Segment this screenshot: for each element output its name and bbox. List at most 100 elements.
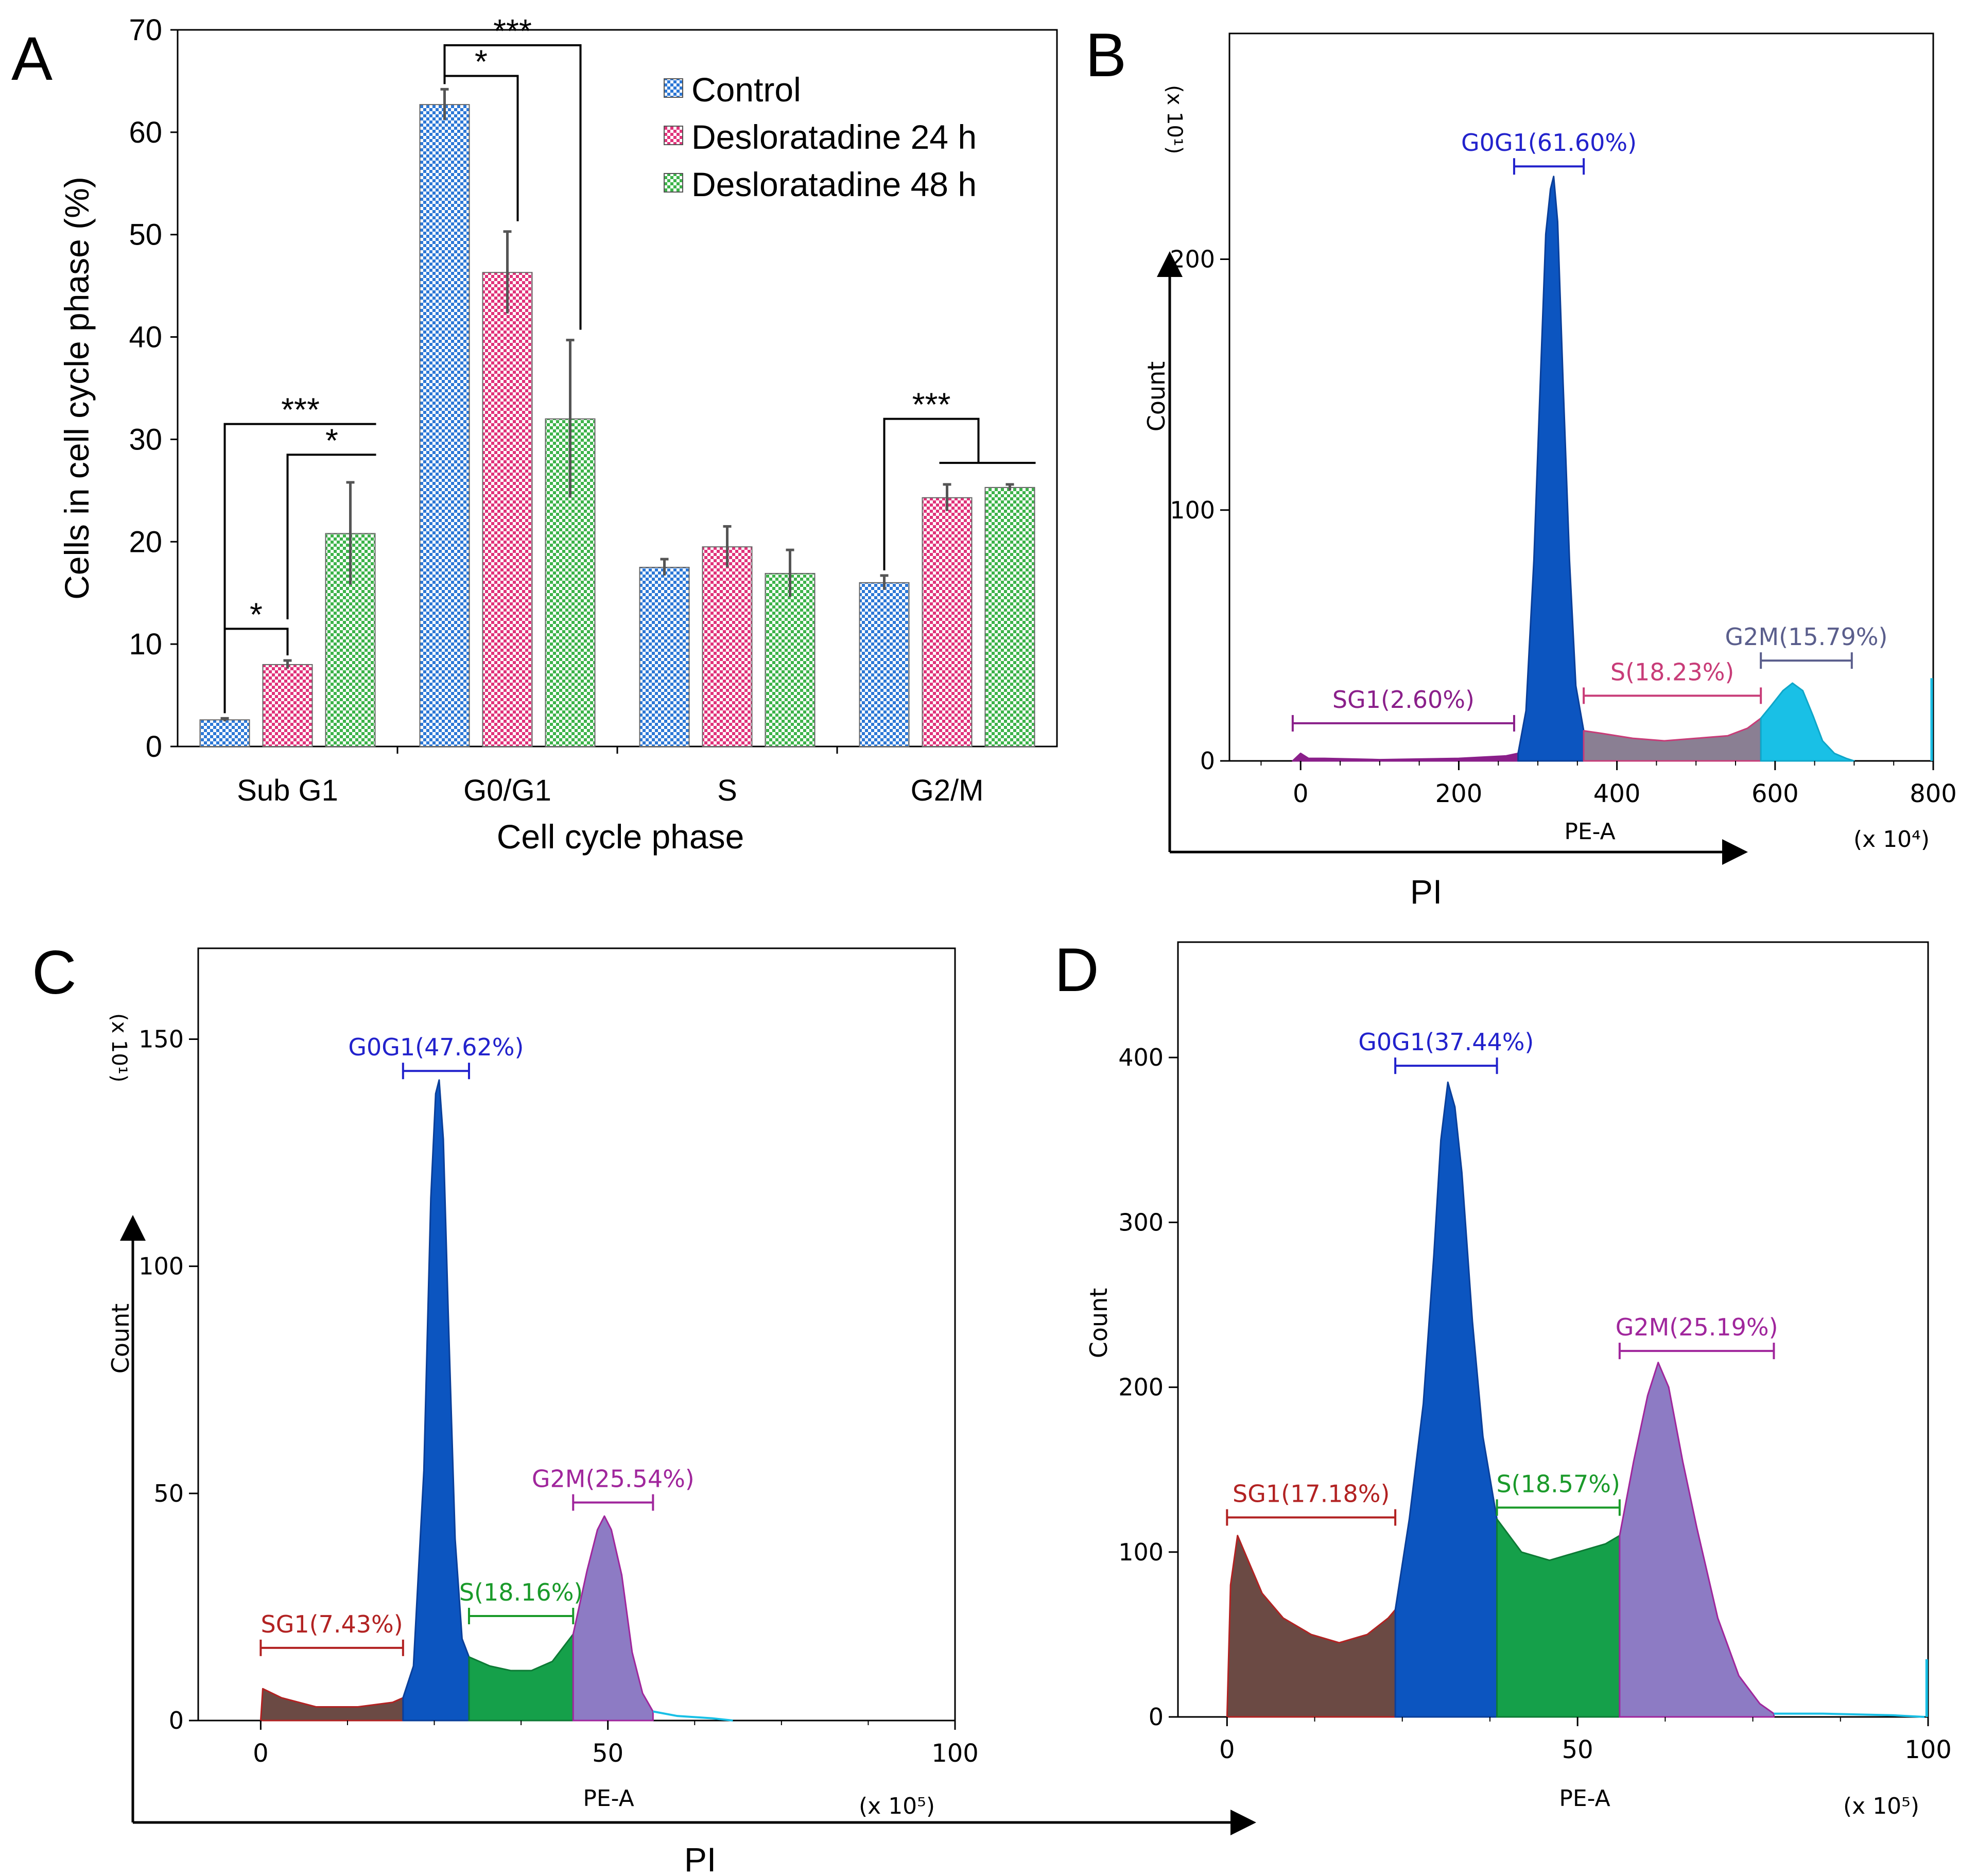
bottom-axis-pi-label: PI <box>684 1840 716 1876</box>
x-tick-label: 50 <box>1562 1735 1593 1764</box>
y-tick-label: 0 <box>1149 1703 1164 1731</box>
panel-b-plot: 0 200 400 600 800 0 100 200 SG1(2.60%) G0G1(61.60… <box>1170 32 1957 808</box>
significance-bracket <box>443 44 582 330</box>
gate-label: G0G1(61.60%) <box>1461 129 1637 157</box>
x-tick-label: 200 <box>1435 779 1483 808</box>
bar <box>984 487 1035 747</box>
panel-c-x-multiplier: (x 10⁵) <box>859 1793 935 1819</box>
panel-b-y-multiplier: (x 10¹) <box>1163 85 1186 154</box>
bar <box>639 567 690 747</box>
panel-b-y-axis-label: Count <box>1142 361 1170 432</box>
y-tick-label: 200 <box>1118 1374 1164 1401</box>
panel-b-histogram: B (x 10¹) 0 200 400 600 800 0 100 200 SG1(2.60%)… <box>1085 21 1957 911</box>
panel-a-y-ticks: 0 10 20 30 40 50 60 70 <box>129 13 178 763</box>
bar <box>482 272 533 747</box>
x-tick-label: 0 <box>1293 779 1309 808</box>
y-tick-label: 60 <box>129 116 162 149</box>
gate-label: G2M(25.54%) <box>532 1465 695 1492</box>
y-tick-label: 0 <box>169 1707 184 1734</box>
tail-trace <box>652 1710 733 1722</box>
panel-d-histogram: D 0 50 100 0 100 200 300 400 SG1(17.18%) G0G1(37.… <box>1054 935 1952 1819</box>
significance-bracket <box>223 628 289 714</box>
x-tick-label: 400 <box>1593 779 1641 808</box>
legend-label-desloratadine-24h: Desloratadine 24 h <box>691 118 977 156</box>
panel-c-plot: 0 50 100 0 50 100 150 SG1(7.43%) G0G1(47.62%) S(1… <box>138 947 979 1768</box>
plot-frame <box>197 947 956 1722</box>
g0g1-region <box>402 1079 470 1722</box>
bar <box>922 497 973 748</box>
gate-label: S(18.23%) <box>1610 658 1735 686</box>
y-tick-label: 0 <box>146 730 162 763</box>
y-tick-label: 50 <box>129 218 162 252</box>
panel-a-x-ticks: Sub G1 G0/G1 S G2/M <box>237 746 983 807</box>
significance-label: *** <box>912 386 951 423</box>
y-tick-label: 20 <box>129 525 162 559</box>
legend-label-desloratadine-48h: Desloratadine 48 h <box>691 165 977 203</box>
panel-d-label: D <box>1054 935 1099 1004</box>
g2m-region <box>1619 1362 1775 1718</box>
gate-label: S(18.57%) <box>1496 1470 1620 1498</box>
bar <box>765 572 816 747</box>
x-tick-label: Sub G1 <box>237 774 338 807</box>
significance-label: * <box>250 596 263 633</box>
significance-label: *** <box>281 391 320 428</box>
x-tick-label: S <box>717 774 737 807</box>
significance-bracket <box>286 454 376 619</box>
gate-label: G0G1(37.44%) <box>1358 1028 1534 1056</box>
y-tick-label: 100 <box>138 1253 184 1280</box>
legend-swatch-control <box>664 78 683 98</box>
gate-label: S(18.16%) <box>459 1578 583 1606</box>
y-tick-label: 200 <box>1170 246 1215 273</box>
bar <box>702 546 753 747</box>
panel-c-y-multiplier: (x 10¹) <box>107 1013 131 1083</box>
y-tick-label: 50 <box>153 1480 184 1507</box>
legend-label-control: Control <box>691 71 801 109</box>
y-tick-label: 100 <box>1170 496 1215 524</box>
y-tick-label: 0 <box>1200 747 1215 775</box>
panel-d-plot: 0 50 100 0 100 200 300 400 SG1(17.18%) G0G1(37.44… <box>1118 941 1952 1764</box>
x-tick-label: 100 <box>1904 1735 1952 1764</box>
legend-swatch-desloratadine-24h <box>664 126 683 145</box>
x-tick-label: 0 <box>1219 1735 1235 1764</box>
y-tick-label: 40 <box>129 321 162 354</box>
gate-label: G2M(15.79%) <box>1725 623 1888 651</box>
g0g1-region <box>1394 1081 1498 1718</box>
panel-c-histogram: C (x 10¹) 0 50 100 0 50 100 150 SG1(7.43%) G0G1(… <box>32 938 1256 1876</box>
significance-bracket <box>443 75 519 221</box>
panel-a-significance-brackets: ************ <box>223 12 1036 714</box>
gate-label: G0G1(47.62%) <box>348 1033 524 1061</box>
panel-d-x-multiplier: (x 10⁵) <box>1843 1793 1919 1819</box>
panel-c-label: C <box>32 938 77 1007</box>
legend-swatch-desloratadine-48h <box>664 173 683 193</box>
y-tick-label: 400 <box>1118 1044 1164 1071</box>
y-tick-label: 150 <box>138 1025 184 1053</box>
g2m-region <box>1760 682 1855 762</box>
significance-bracket <box>223 423 376 650</box>
significance-label: * <box>325 422 338 459</box>
bar <box>859 582 910 748</box>
bar <box>419 104 470 747</box>
significance-bracket <box>883 418 980 570</box>
x-tick-label: 50 <box>592 1739 623 1768</box>
x-tick-label: 800 <box>1910 779 1957 808</box>
x-tick-label: G2/M <box>911 774 984 807</box>
y-tick-label: 300 <box>1118 1208 1164 1236</box>
bar <box>199 719 250 747</box>
y-tick-label: 100 <box>1118 1538 1164 1566</box>
y-tick-label: 30 <box>129 423 162 456</box>
panel-a-x-axis-label: Cell cycle phase <box>497 818 744 856</box>
panel-d-x-axis-label: PE-A <box>1559 1785 1610 1812</box>
significance-label: *** <box>493 12 532 49</box>
panel-c-y-axis-label: Count <box>107 1304 134 1374</box>
tail-trace <box>1774 1712 1925 1718</box>
panel-b-x-multiplier: (x 10⁴) <box>1853 826 1930 853</box>
x-tick-label: 0 <box>253 1739 269 1768</box>
g2m-region <box>572 1515 654 1722</box>
gate-label: SG1(2.60%) <box>1332 686 1475 714</box>
significance-label: * <box>475 43 488 80</box>
panel-b-label: B <box>1085 21 1126 90</box>
top-axis-pi-label: PI <box>1410 873 1442 911</box>
x-tick-label: 600 <box>1751 779 1799 808</box>
bar <box>262 664 313 748</box>
